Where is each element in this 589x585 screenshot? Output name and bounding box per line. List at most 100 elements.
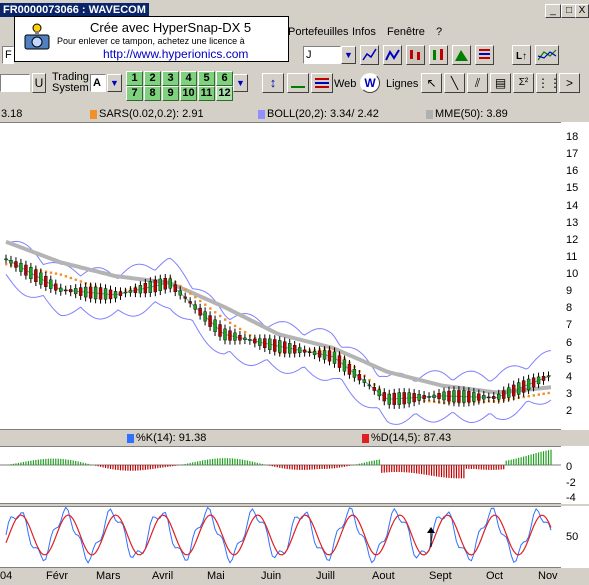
sars-point bbox=[79, 280, 83, 283]
scroll-right-icon[interactable]: > bbox=[559, 73, 580, 93]
cursor-icon[interactable]: ↖ bbox=[421, 73, 442, 93]
stochastic-panel[interactable] bbox=[0, 506, 561, 568]
candle bbox=[113, 287, 118, 303]
macd-chart[interactable] bbox=[0, 447, 561, 503]
maximize-button[interactable]: □ bbox=[561, 4, 577, 18]
stamp-notice: Pour enlever ce tampon, achetez une lice… bbox=[57, 36, 245, 46]
stamp-link[interactable]: http://www.hyperionics.com bbox=[103, 47, 249, 61]
toolbar-chart: F J ▼ L↑ bbox=[0, 44, 589, 70]
point-chart-icon[interactable] bbox=[383, 45, 402, 65]
area-chart-icon[interactable] bbox=[452, 45, 471, 65]
candle bbox=[153, 275, 158, 297]
candle-body bbox=[337, 355, 342, 368]
candle bbox=[9, 255, 13, 268]
candle-body bbox=[427, 396, 431, 398]
menu-item-fenetre[interactable]: Fenêtre bbox=[387, 26, 425, 38]
parallel-lines-icon[interactable]: ⫽ bbox=[467, 73, 488, 93]
indicator-lines-icon[interactable] bbox=[311, 73, 333, 93]
candle bbox=[417, 389, 421, 405]
candle bbox=[148, 277, 153, 297]
system-select[interactable]: A bbox=[90, 74, 106, 92]
system-2-button[interactable]: 2 bbox=[144, 71, 161, 86]
candle-body bbox=[502, 390, 506, 399]
price-tick-8: 8 bbox=[566, 302, 573, 315]
price-tick-16: 16 bbox=[566, 165, 579, 178]
candlestick-chart-icon[interactable] bbox=[406, 45, 425, 65]
price-chart[interactable] bbox=[0, 123, 561, 429]
system-3-button[interactable]: 3 bbox=[162, 71, 179, 86]
system-4-button[interactable]: 4 bbox=[180, 71, 197, 86]
close-button[interactable]: X bbox=[575, 4, 589, 18]
filter-field[interactable] bbox=[0, 74, 30, 92]
period-dropdown-arrow[interactable]: ▼ bbox=[341, 46, 356, 64]
candle-body bbox=[526, 378, 531, 391]
u-button[interactable]: U bbox=[32, 73, 46, 93]
candle-body bbox=[173, 284, 177, 293]
sars-point bbox=[69, 276, 73, 280]
sigma-icon[interactable]: Σ² bbox=[513, 73, 534, 93]
menu-item-infos[interactable]: Infos bbox=[352, 26, 376, 38]
price-chart-panel[interactable] bbox=[0, 122, 561, 430]
volume-chart-icon[interactable] bbox=[475, 45, 494, 65]
system-10-button[interactable]: 10 bbox=[180, 86, 197, 101]
candle bbox=[208, 311, 212, 331]
menu-item-help[interactable]: ? bbox=[436, 26, 443, 38]
candle-body bbox=[412, 393, 416, 403]
candle bbox=[273, 335, 277, 356]
candle-body bbox=[54, 283, 58, 291]
candle bbox=[332, 347, 337, 368]
price-tick-3: 3 bbox=[566, 387, 573, 400]
system-7-button[interactable]: 7 bbox=[126, 86, 143, 101]
compare-chart-icon[interactable] bbox=[535, 45, 559, 65]
system-9-button[interactable]: 9 bbox=[162, 86, 179, 101]
candle-body bbox=[138, 285, 143, 294]
macd-panel[interactable] bbox=[0, 446, 561, 504]
period-select[interactable]: J bbox=[303, 46, 341, 64]
grid-icon[interactable]: ⋮⋮ bbox=[536, 73, 561, 93]
system-list-arrow[interactable]: ▼ bbox=[233, 74, 248, 92]
system-12-button[interactable]: 12 bbox=[216, 86, 233, 101]
boll-middle-band bbox=[5, 258, 552, 400]
sars-point bbox=[547, 391, 550, 395]
scale-icon[interactable]: ↕ bbox=[262, 73, 284, 93]
system-11-button[interactable]: 11 bbox=[198, 86, 215, 101]
menu-bar: Portefeuilles Infos Fenêtre ? bbox=[0, 24, 589, 42]
candle-body bbox=[322, 350, 327, 360]
candle bbox=[248, 335, 252, 345]
zoom-icon[interactable]: L↑ bbox=[512, 45, 531, 65]
symbol-field[interactable]: F bbox=[2, 46, 14, 64]
web-icon[interactable]: W bbox=[360, 73, 380, 93]
candle-body bbox=[208, 315, 212, 327]
candle-body bbox=[228, 330, 232, 341]
stochastic-chart[interactable] bbox=[0, 507, 561, 567]
system-dropdown-arrow[interactable]: ▼ bbox=[107, 74, 122, 92]
sars-point bbox=[527, 395, 530, 398]
text-tool-icon[interactable]: ▤ bbox=[490, 73, 511, 93]
candle bbox=[516, 378, 521, 399]
bar-chart-icon[interactable] bbox=[429, 45, 448, 65]
hypersnap-stamp: Crée avec HyperSnap-DX 5 Pour enlever ce… bbox=[14, 16, 289, 62]
candle bbox=[44, 271, 48, 291]
candle bbox=[467, 387, 471, 407]
horizontal-line-icon[interactable] bbox=[287, 73, 309, 93]
candle-body bbox=[442, 391, 446, 401]
candle bbox=[506, 383, 511, 402]
sars-point bbox=[199, 299, 202, 303]
line-chart-icon[interactable] bbox=[360, 45, 379, 65]
menu-item-portefeuilles[interactable]: Portefeuilles bbox=[288, 26, 349, 38]
system-6-button[interactable]: 6 bbox=[216, 71, 233, 86]
candle-body bbox=[487, 396, 491, 399]
candle-body bbox=[143, 283, 148, 294]
candle-body bbox=[317, 350, 322, 358]
system-8-button[interactable]: 8 bbox=[144, 86, 161, 101]
d-swatch bbox=[362, 434, 369, 443]
minimize-button[interactable]: _ bbox=[545, 4, 561, 18]
trend-line-icon[interactable]: ╲ bbox=[444, 73, 465, 93]
candle-body bbox=[24, 264, 28, 276]
candle-body bbox=[392, 392, 396, 405]
price-axis bbox=[561, 122, 589, 430]
candle-body bbox=[198, 307, 202, 316]
stoch-d-label: %D(14,5): 87.43 bbox=[371, 432, 452, 444]
system-1-button[interactable]: 1 bbox=[126, 71, 143, 86]
system-5-button[interactable]: 5 bbox=[198, 71, 215, 86]
